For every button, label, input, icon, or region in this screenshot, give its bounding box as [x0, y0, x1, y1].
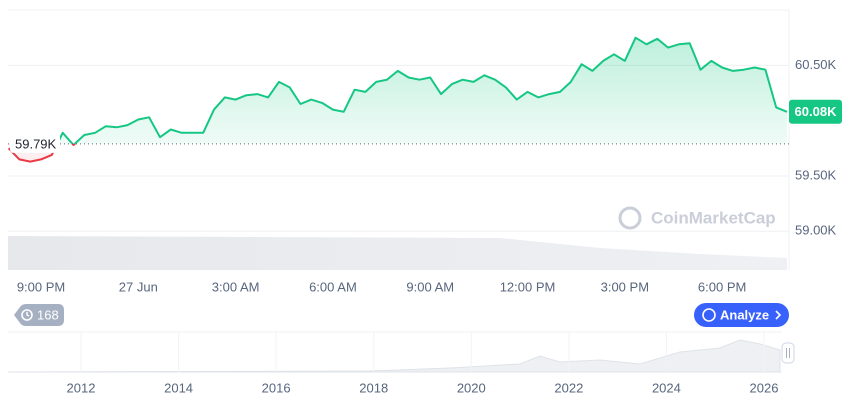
y-tick-label: 60.50K [795, 57, 837, 72]
nav-year-label: 2022 [554, 380, 583, 395]
x-tick-label: 3:00 AM [212, 279, 260, 294]
area-fill [8, 37, 787, 144]
analyze-button[interactable]: Analyze [694, 303, 789, 327]
x-tick-label: 27 Jun [119, 279, 158, 294]
price-line [56, 36, 788, 144]
navigator [7, 331, 795, 373]
baseline-label-box [10, 134, 60, 153]
y-tick-label: 59.00K [795, 223, 837, 238]
x-tick-label: 6:00 PM [698, 279, 746, 294]
volume-area [8, 236, 787, 270]
analyze-text: Analyze [720, 307, 769, 322]
x-tick-label: 12:00 PM [500, 279, 556, 294]
nav-year-label: 2024 [652, 380, 681, 395]
x-tick-label: 9:00 AM [406, 279, 454, 294]
baseline-label: 59.79K [15, 136, 57, 151]
history-badge[interactable]: 168 [14, 304, 64, 326]
watermark-text: CoinMarketCap [651, 208, 776, 227]
nav-year-label: 2018 [359, 380, 388, 395]
x-tick-label: 9:00 PM [17, 279, 65, 294]
nav-year-label: 2014 [164, 380, 193, 395]
badge-text: 168 [37, 307, 59, 322]
nav-year-label: 2020 [457, 380, 486, 395]
x-tick-label: 3:00 PM [601, 279, 649, 294]
watermark: CoinMarketCap [618, 206, 776, 230]
nav-year-label: 2016 [262, 380, 291, 395]
nav-year-label: 2026 [750, 380, 779, 395]
last-price-label: 60.08K [795, 104, 838, 119]
x-tick-label: 6:00 AM [309, 279, 357, 294]
y-tick-label: 59.50K [795, 167, 837, 182]
last-price-box [789, 99, 842, 124]
nav-year-label: 2012 [67, 380, 96, 395]
